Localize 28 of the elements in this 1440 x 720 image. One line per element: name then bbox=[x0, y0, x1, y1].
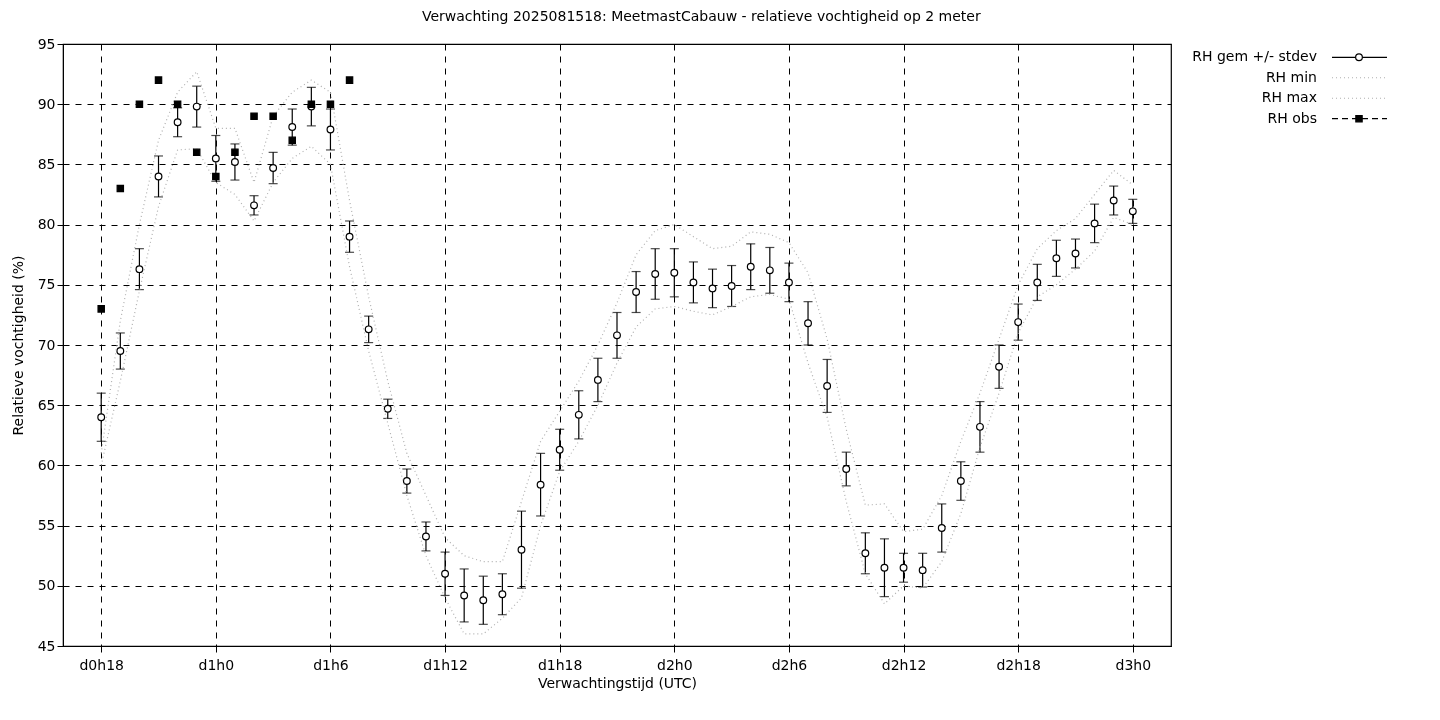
x-tick-label: d1h0 bbox=[198, 656, 235, 673]
y-tick-label: 80 bbox=[37, 216, 56, 233]
x-tick-label: d2h6 bbox=[771, 656, 808, 673]
y-tick-label: 60 bbox=[37, 456, 56, 473]
x-tick-label: d1h18 bbox=[537, 656, 583, 673]
y-tick-label: 75 bbox=[37, 276, 56, 293]
x-tick-label: d2h0 bbox=[657, 656, 693, 673]
chart-title: Verwachting 2025081518: MeetmastCabauw - relatieve vochtigheid op 2 meter bbox=[421, 8, 981, 25]
x-tick-label: d0h18 bbox=[79, 656, 124, 673]
x-tick-label: d3h0 bbox=[1115, 656, 1152, 673]
legend-label: RH gem +/- stdev bbox=[1192, 48, 1317, 65]
legend-label: RH max bbox=[1261, 89, 1317, 106]
y-tick-label: 50 bbox=[37, 577, 56, 594]
x-tick-label: d1h6 bbox=[313, 656, 349, 673]
y-tick-label: 85 bbox=[37, 155, 56, 172]
legend-label: RH min bbox=[1265, 68, 1317, 85]
y-tick-label: 95 bbox=[37, 35, 56, 52]
y-tick-label: 65 bbox=[37, 396, 56, 413]
y-tick-label: 45 bbox=[37, 637, 56, 654]
y-tick-label: 90 bbox=[37, 95, 56, 112]
y-tick-label: 70 bbox=[37, 336, 56, 353]
y-axis-title: Relatieve vochtigheid (%) bbox=[9, 255, 26, 436]
y-tick-label: 55 bbox=[37, 517, 56, 534]
x-tick-label: d2h12 bbox=[881, 656, 927, 673]
x-tick-label: d1h12 bbox=[423, 656, 468, 673]
x-tick-label: d2h18 bbox=[996, 656, 1041, 673]
x-axis-title: Verwachtingstijd (UTC) bbox=[537, 674, 698, 691]
legend-label: RH obs bbox=[1267, 109, 1317, 126]
